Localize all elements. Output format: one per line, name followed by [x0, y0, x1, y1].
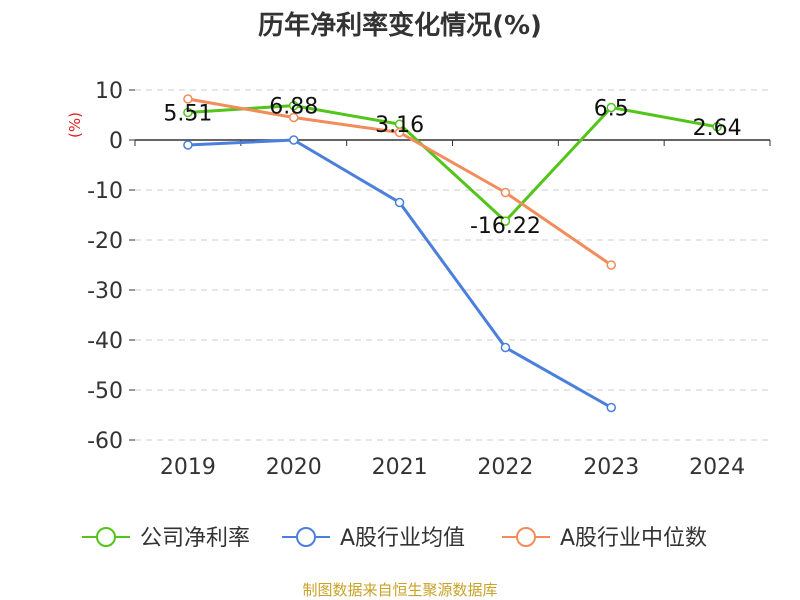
series-point-0 [289, 100, 299, 111]
y-tick-label: -40 [87, 329, 123, 354]
legend-marker [516, 527, 536, 547]
y-tick-label: -60 [87, 429, 123, 454]
legend-item-1[interactable]: A股行业均值 [282, 526, 465, 551]
x-tick-label: 2020 [266, 455, 322, 480]
series-point-1 [289, 135, 299, 145]
series-point-0 [500, 216, 511, 226]
series-point-0 [712, 122, 722, 132]
y-tick-label: -20 [87, 229, 123, 254]
y-axis-unit-label: (%) [66, 112, 84, 138]
y-tick-label: 10 [95, 79, 123, 104]
data-label: -16.22 [470, 214, 541, 239]
legend-marker [96, 527, 116, 547]
series-point-2 [500, 187, 511, 198]
x-tick-label: 2022 [477, 455, 533, 480]
series-point-1 [183, 140, 193, 150]
legend-label: 公司净利率 [140, 526, 250, 551]
grid-lines [135, 89, 770, 441]
series-lines [183, 94, 722, 413]
series-line-0 [187, 104, 718, 223]
series-point-2 [289, 112, 299, 123]
series-point-1 [606, 402, 616, 413]
series-point-1 [394, 197, 405, 208]
y-tick-label: -50 [87, 379, 123, 404]
data-label: 2.64 [693, 116, 742, 141]
x-tick-label: 2019 [160, 455, 216, 480]
data-label: 5.51 [163, 101, 212, 126]
x-tick-label: 2024 [689, 455, 745, 480]
legend-item-0[interactable]: 公司净利率 [82, 526, 250, 551]
y-tick-label: -30 [87, 279, 123, 304]
legend-marker [296, 527, 316, 547]
y-tick-label: -10 [87, 179, 123, 204]
chart-title: 历年净利率变化情况(%) [258, 10, 542, 41]
series-point-2 [606, 260, 616, 270]
data-label: 6.88 [269, 95, 318, 120]
series-point-0 [606, 102, 616, 113]
series-line-1 [187, 138, 612, 409]
series-point-2 [394, 127, 405, 138]
data-labels: 5.51 6.88 3.16 -16.22 6.5 2.64 [163, 95, 741, 240]
series-point-2 [183, 94, 193, 104]
source-note: 制图数据来自恒生聚源数据库 [302, 581, 497, 599]
data-label: 3.16 [375, 113, 424, 138]
legend-label: A股行业中位数 [560, 526, 707, 551]
axes: 10 0 -10 -20 -30 -40 -50 -60 2019 2020 2021 2022 202… [87, 79, 771, 480]
legend-label: A股行业均值 [340, 526, 465, 551]
x-tick-label: 2021 [372, 455, 428, 480]
data-label: 6.5 [594, 97, 629, 122]
x-tick-label: 2023 [583, 455, 639, 480]
series-point-0 [183, 107, 193, 118]
y-tick-label: 0 [109, 129, 123, 154]
series-point-1 [500, 342, 511, 353]
legend[interactable]: 公司净利率 A股行业均值 A股行业中位数 [82, 526, 707, 551]
legend-item-2[interactable]: A股行业中位数 [502, 526, 707, 551]
